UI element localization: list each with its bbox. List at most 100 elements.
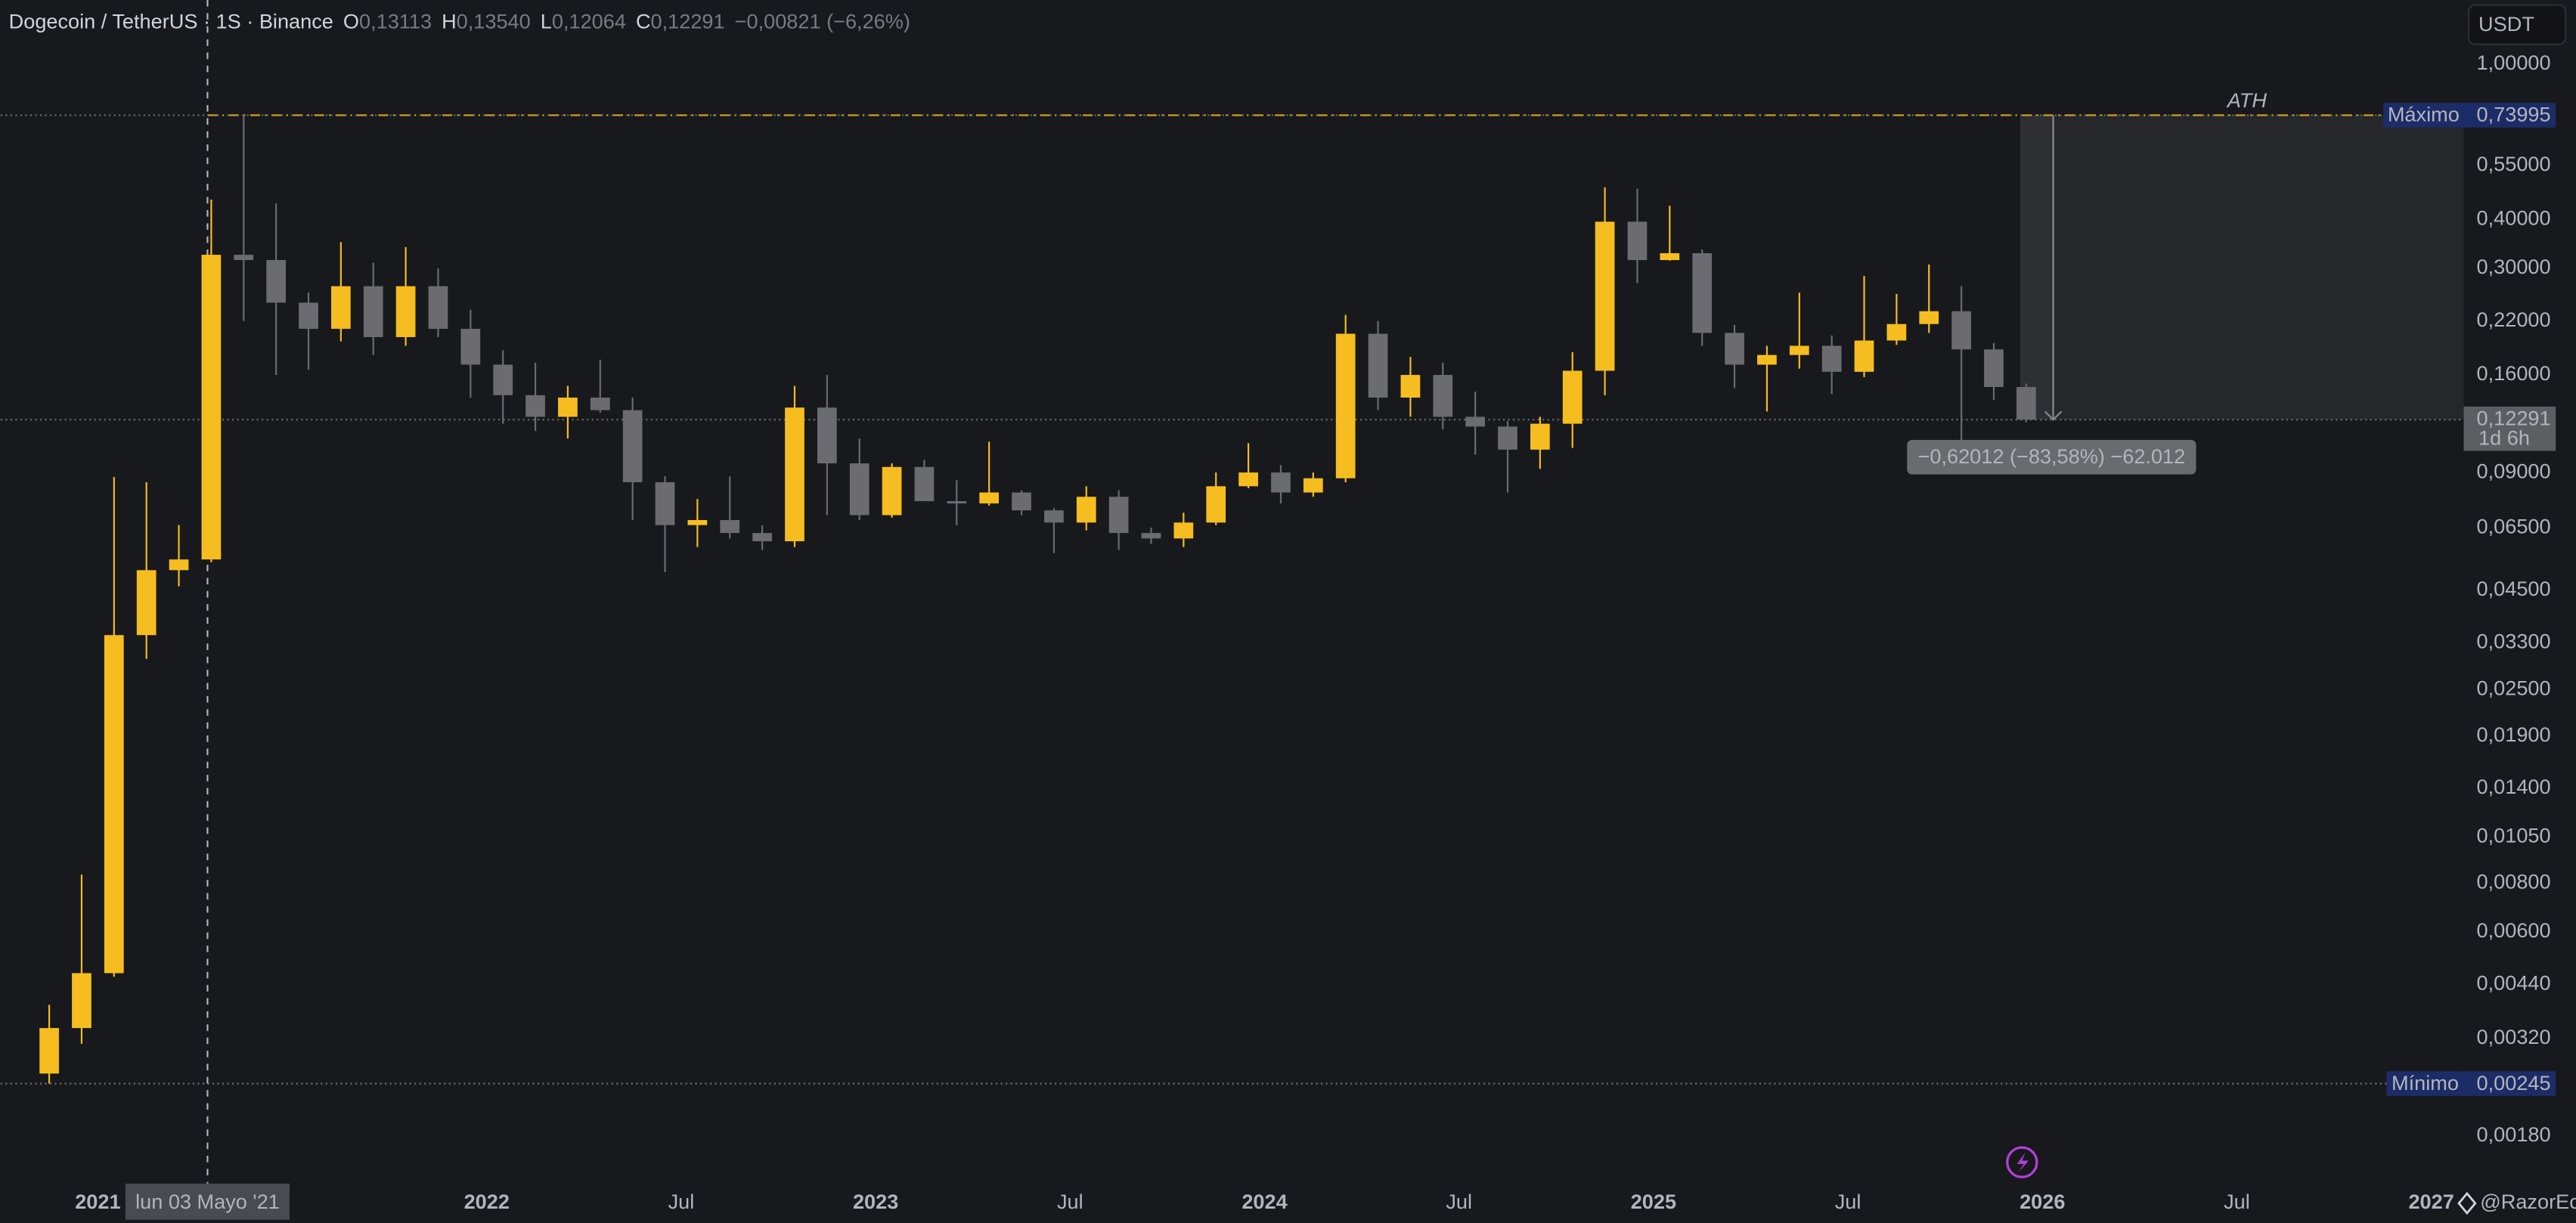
candle-body: [169, 559, 189, 571]
candle-body: [363, 286, 383, 337]
x-tick-label: 2024: [1242, 1190, 1287, 1213]
candle-body: [525, 395, 545, 417]
candle-body: [558, 397, 578, 417]
y-tick-label: 0,40000: [2477, 206, 2551, 230]
candle-body: [849, 463, 870, 516]
watermark: @RazorEc: [2480, 1190, 2576, 1213]
candle-body: [39, 1028, 59, 1074]
candle-body: [1660, 252, 1680, 261]
y-tick-label: 0,55000: [2477, 152, 2551, 175]
alert-icon[interactable]: [2006, 1146, 2038, 1178]
candle-body: [1919, 311, 1939, 324]
last-price-box: [2463, 406, 2556, 451]
measure-label-box: [1907, 440, 2196, 475]
y-tick-label: 0,30000: [2477, 255, 2551, 278]
y-tick-label: 0,09000: [2477, 459, 2551, 482]
ohlc-key: H: [442, 10, 457, 33]
y-tick-label: 0,01050: [2477, 823, 2551, 847]
candle-body: [622, 410, 643, 482]
ohlc-value: 0,12064: [552, 10, 626, 33]
min-name: Mínimo: [2392, 1071, 2459, 1095]
x-tick-label: 2025: [1631, 1190, 1676, 1213]
candle-body: [947, 501, 967, 504]
candle-body: [299, 302, 318, 330]
candle-body: [428, 286, 448, 330]
y-tick-label: 1,00000: [2477, 51, 2551, 74]
candle-body: [1400, 375, 1421, 398]
crosshair-label: lun 03 Mayo '21: [135, 1190, 280, 1213]
measure-box: [2020, 115, 2464, 420]
candle-body: [234, 255, 254, 261]
x-tick-label: 2021: [75, 1190, 120, 1213]
candle-body: [104, 635, 124, 974]
candle-body: [460, 329, 481, 365]
candle-body: [1498, 426, 1517, 450]
x-tick-label: Jul: [1835, 1190, 1861, 1213]
candle-body: [817, 407, 837, 463]
candle-body: [1530, 423, 1550, 450]
candle-body: [1757, 355, 1777, 365]
candle-body: [1854, 340, 1874, 372]
candle-body: [2016, 387, 2036, 420]
header: Dogecoin / TetherUS · 1S · Binance O0,131…: [9, 10, 910, 33]
symbol: Dogecoin / TetherUS · 1S · Binance: [9, 10, 333, 33]
y-tick-label: 0,22000: [2477, 308, 2551, 331]
ohlc-value: 0,13540: [457, 10, 531, 33]
y-tick-label: 0,02500: [2477, 677, 2551, 700]
candles: [39, 115, 2036, 1084]
max-value: 0,73995: [2477, 103, 2551, 126]
candle-body: [1595, 221, 1615, 371]
candle-body: [1141, 533, 1161, 539]
currency-label: USDT: [2478, 12, 2534, 36]
x-tick-label: Jul: [2224, 1190, 2250, 1213]
candle-body: [979, 492, 1000, 504]
y-tick-label: 0,04500: [2477, 577, 2551, 600]
candle-body: [1627, 221, 1648, 261]
alert-bolt: [2016, 1152, 2029, 1172]
measure-box-left: [2020, 115, 2054, 420]
candle-body: [1433, 375, 1453, 417]
change: −0,00821 (−6,26%): [735, 10, 910, 33]
y-tick-label: 0,00180: [2477, 1122, 2551, 1146]
y-tick-label: 0,06500: [2477, 514, 2551, 537]
y-tick-label: 0,16000: [2477, 361, 2551, 385]
last-price: 0,12291: [2477, 406, 2551, 429]
max-name-box: [2383, 103, 2464, 128]
candle-body: [493, 364, 513, 395]
currency-button[interactable]: [2467, 4, 2567, 45]
candle-body: [1238, 472, 1258, 487]
candle-body: [1886, 324, 1907, 341]
overlays: ATH −0,62012 (−83,58%) −62.012 Máximo 0,739…: [125, 88, 2556, 1220]
ohlc-value: 0,12291: [651, 10, 725, 33]
max-name: Máximo: [2388, 103, 2460, 126]
ohlc-key: O: [343, 10, 359, 33]
candle-body: [720, 520, 740, 534]
ohlc-key: L: [541, 10, 552, 33]
candle-body: [1335, 333, 1356, 478]
y-tick-label: 0,01900: [2477, 723, 2551, 746]
candle-body: [1692, 252, 1713, 333]
candle-body: [1044, 510, 1064, 523]
x-tick-label: 2023: [853, 1190, 898, 1213]
logo-icon: [2457, 1191, 2477, 1215]
y-tick-label: 0,00600: [2477, 918, 2551, 942]
y-tick-label: 0,01400: [2477, 775, 2551, 798]
candle-body: [1303, 478, 1323, 493]
x-tick-label: 2022: [464, 1190, 510, 1213]
ohlc-value: 0,13113: [359, 10, 432, 33]
candle-body: [1789, 345, 1809, 355]
candle-body: [687, 520, 708, 525]
min-value: 0,00245: [2477, 1071, 2551, 1095]
ohlc-key: C: [636, 10, 651, 33]
y-tick-label: 0,00800: [2477, 869, 2551, 893]
candle-body: [395, 286, 416, 337]
x-tick-label: 2027: [2408, 1190, 2454, 1213]
min-name-box: [2386, 1071, 2464, 1096]
measure-label: −0,62012 (−83,58%) −62.012: [1918, 444, 2186, 468]
candle-body: [1012, 492, 1031, 511]
candle-body: [1725, 333, 1744, 365]
candle-body: [1984, 349, 2004, 388]
x-tick-label: 2026: [2020, 1190, 2065, 1213]
candle-body: [1821, 345, 1842, 372]
